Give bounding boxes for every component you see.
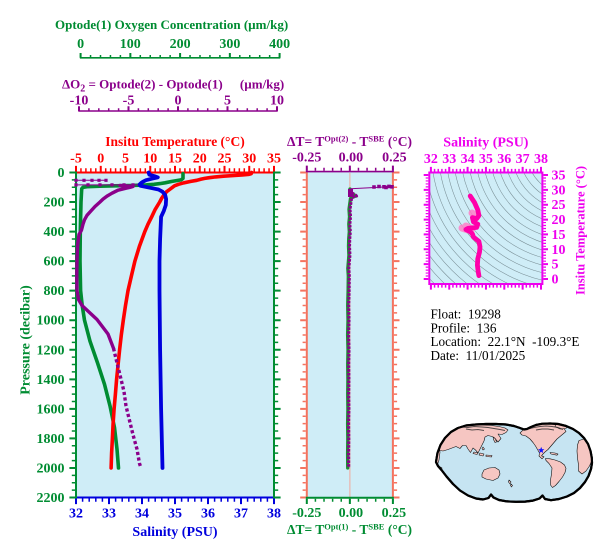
svg-text:15: 15 <box>552 228 566 243</box>
svg-text:Profile: 136: Profile: 136 <box>431 320 497 335</box>
svg-text:5: 5 <box>122 152 129 167</box>
svg-text:800: 800 <box>44 284 65 299</box>
svg-text:200: 200 <box>44 196 65 211</box>
svg-text:25: 25 <box>552 198 566 213</box>
svg-text:0.25: 0.25 <box>382 151 407 166</box>
svg-text:30: 30 <box>552 183 566 198</box>
svg-text:-10: -10 <box>70 94 89 109</box>
svg-text:20: 20 <box>193 152 207 167</box>
svg-text:0: 0 <box>552 273 559 288</box>
svg-text:36: 36 <box>201 507 215 522</box>
svg-text:300: 300 <box>219 37 240 52</box>
svg-text:Pressure (decibar): Pressure (decibar) <box>19 285 34 395</box>
svg-text:Salinity (PSU): Salinity (PSU) <box>443 135 529 150</box>
svg-text:200: 200 <box>170 37 191 52</box>
svg-text:34: 34 <box>461 152 475 167</box>
svg-text:2000: 2000 <box>37 462 65 477</box>
svg-text:25: 25 <box>218 152 232 167</box>
svg-text:Location: 22.1°N -109.3°E: Location: 22.1°N -109.3°E <box>431 334 580 349</box>
svg-text:1600: 1600 <box>37 402 65 417</box>
svg-text:1200: 1200 <box>37 343 65 358</box>
svg-text:0: 0 <box>97 152 104 167</box>
svg-text:33: 33 <box>442 152 456 167</box>
svg-text:35: 35 <box>267 152 281 167</box>
svg-text:1000: 1000 <box>37 314 65 329</box>
svg-text:10: 10 <box>270 94 284 109</box>
svg-text:2200: 2200 <box>37 491 65 506</box>
svg-text:1400: 1400 <box>37 373 65 388</box>
svg-text:15: 15 <box>168 152 182 167</box>
svg-text:-0.25: -0.25 <box>292 506 321 521</box>
svg-text:400: 400 <box>269 37 290 52</box>
svg-text:38: 38 <box>534 152 548 167</box>
svg-text:0.00: 0.00 <box>339 151 364 166</box>
svg-text:ΔT= TOpt(2) - TSBE (°C): ΔT= TOpt(2) - TSBE (°C) <box>287 134 412 150</box>
svg-text:0: 0 <box>175 94 182 109</box>
svg-text:ΔT= TOpt(1) - TSBE (°C): ΔT= TOpt(1) - TSBE (°C) <box>287 521 412 537</box>
svg-text:35: 35 <box>479 152 493 167</box>
svg-text:37: 37 <box>234 507 248 522</box>
svg-text:34: 34 <box>135 507 149 522</box>
svg-text:32: 32 <box>69 507 83 522</box>
svg-text:Insitu Temperature (°C): Insitu Temperature (°C) <box>105 134 244 149</box>
svg-text:32: 32 <box>424 152 438 167</box>
svg-text:33: 33 <box>102 507 116 522</box>
svg-text:-5: -5 <box>123 94 135 109</box>
svg-text:100: 100 <box>120 37 141 52</box>
svg-text:35: 35 <box>168 507 182 522</box>
svg-text:35: 35 <box>552 169 566 184</box>
svg-text:36: 36 <box>497 152 511 167</box>
svg-text:-5: -5 <box>70 152 82 167</box>
svg-text:38: 38 <box>267 507 281 522</box>
svg-text:Date: 11/01/2025: Date: 11/01/2025 <box>431 348 526 363</box>
svg-text:600: 600 <box>44 255 65 270</box>
svg-text:0.00: 0.00 <box>339 506 364 521</box>
svg-text:Optode(1) Oxygen Concentration: Optode(1) Oxygen Concentration (µm/kg) <box>55 17 288 32</box>
svg-text:30: 30 <box>242 152 256 167</box>
svg-text:Insitu Temperature (°C): Insitu Temperature (°C) <box>574 166 588 295</box>
svg-text:5: 5 <box>552 258 559 273</box>
svg-text:400: 400 <box>44 225 65 240</box>
svg-text:20: 20 <box>552 213 566 228</box>
svg-text:-0.25: -0.25 <box>292 151 321 166</box>
svg-text:0.25: 0.25 <box>382 506 407 521</box>
svg-text:Salinity (PSU): Salinity (PSU) <box>132 525 218 540</box>
svg-text:0: 0 <box>77 37 84 52</box>
svg-text:1800: 1800 <box>37 432 65 447</box>
svg-text:10: 10 <box>143 152 157 167</box>
svg-text:0: 0 <box>58 166 65 181</box>
svg-text:10: 10 <box>552 243 566 258</box>
svg-text:Float: 19298: Float: 19298 <box>431 307 502 322</box>
svg-text:37: 37 <box>516 152 530 167</box>
svg-text:5: 5 <box>224 94 231 109</box>
